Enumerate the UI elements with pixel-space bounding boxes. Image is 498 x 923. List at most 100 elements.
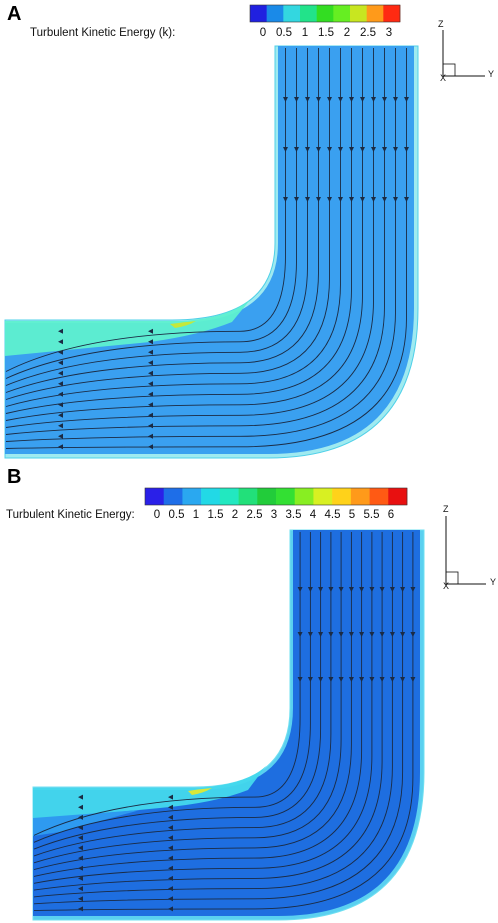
flow-arrow	[316, 147, 321, 152]
cbar-b-swatch	[294, 488, 314, 505]
colorbar-tick-b: 4.5	[324, 509, 341, 521]
flow-arrow	[148, 391, 153, 397]
streamline	[5, 48, 319, 393]
flow-arrow	[307, 632, 313, 637]
pipe-core-b	[33, 530, 420, 916]
colorbar-tick-a: 2.5	[360, 27, 376, 39]
flow-arrow	[168, 875, 173, 881]
flow-arrow	[148, 433, 153, 439]
streamline	[33, 532, 311, 843]
pipe-bend-b	[32, 529, 425, 921]
flow-arrow	[58, 412, 63, 418]
cbar-b-swatch	[219, 488, 239, 505]
flow-arrow	[283, 147, 288, 152]
flow-arrow	[389, 677, 395, 682]
flow-arrow	[58, 339, 63, 345]
flow-arrow	[58, 423, 63, 429]
flow-arrow	[338, 677, 344, 682]
flow-arrow	[393, 197, 398, 202]
flow-arrow	[148, 339, 153, 345]
flow-arrow	[348, 632, 354, 637]
flow-arrow	[58, 402, 63, 408]
flow-arrow	[400, 587, 406, 592]
flow-arrow	[360, 97, 365, 102]
flow-arrow	[78, 875, 83, 881]
flow-arrow	[168, 825, 173, 831]
cbar-b-swatch	[388, 488, 408, 505]
flow-arrow	[58, 391, 63, 397]
flow-arrow	[369, 587, 375, 592]
flow-arrow	[382, 97, 387, 102]
flow-arrow	[78, 814, 83, 820]
flow-arrow	[338, 97, 343, 102]
streamline	[33, 532, 322, 850]
flow-arrow	[382, 197, 387, 202]
flow-arrow	[328, 677, 334, 682]
flow-arrow	[338, 197, 343, 202]
axis-z-label-b: Z	[443, 504, 449, 514]
flow-arrow	[393, 97, 398, 102]
streamline	[33, 532, 352, 871]
streamline	[5, 48, 407, 449]
flow-arrow	[328, 632, 334, 637]
flow-arrow	[283, 97, 288, 102]
flow-arrow	[389, 587, 395, 592]
panel-a-label: A	[7, 3, 22, 25]
flow-arrow	[168, 835, 173, 841]
cbar-b-swatch	[369, 488, 389, 505]
flow-arrow	[148, 423, 153, 429]
axis-y-label-b: Y	[490, 577, 497, 587]
colorbar-tick-b: 5	[348, 509, 356, 521]
flow-arrow	[294, 197, 299, 202]
streamline	[5, 48, 308, 386]
streamlines-a	[5, 48, 409, 450]
cbar-a-frame	[249, 4, 401, 23]
colorbar-tick-a: 1	[301, 27, 309, 39]
colorbar-b	[144, 487, 408, 506]
flow-arrow	[400, 677, 406, 682]
flow-arrow	[283, 197, 288, 202]
cbar-a-swatch	[333, 5, 351, 22]
colorbar-tick-b: 2	[231, 509, 239, 521]
flow-arrow	[404, 147, 409, 152]
flow-arrow	[382, 147, 387, 152]
flow-arrow	[348, 587, 354, 592]
flow-arrow	[348, 677, 354, 682]
cbar-b-swatch	[313, 488, 333, 505]
flow-arrow	[316, 97, 321, 102]
colorbar-tick-a: 1.5	[318, 27, 334, 39]
flow-arrow	[148, 381, 153, 387]
pipe-core-a	[5, 46, 414, 454]
flow-arrow	[78, 855, 83, 861]
streamline	[5, 48, 363, 421]
flow-arrow	[78, 886, 83, 892]
flow-arrow	[371, 147, 376, 152]
colorbar-tick-b: 3.5	[285, 509, 302, 521]
flow-arrow	[318, 632, 324, 637]
flow-arrow	[318, 587, 324, 592]
cbar-a-swatch	[366, 5, 384, 22]
axis-triad-a	[442, 30, 485, 77]
flow-arrow	[168, 855, 173, 861]
streamline	[5, 48, 374, 428]
colorbar-tick-b: 0.5	[168, 509, 185, 521]
colorbar-tick-b: 0	[153, 509, 161, 521]
flow-arrow	[305, 147, 310, 152]
flow-arrow	[371, 97, 376, 102]
flow-arrow	[58, 370, 63, 376]
colorbar-tick-a: 0.5	[276, 27, 292, 39]
panel-b-label: B	[7, 466, 22, 488]
colorbar-tick-b: 4	[309, 509, 317, 521]
cbar-b-frame	[144, 487, 408, 506]
cbar-b-swatch	[163, 488, 183, 505]
flow-arrow	[148, 412, 153, 418]
colorbar-tick-a: 3	[385, 27, 393, 39]
flow-arrow	[379, 587, 385, 592]
flow-arrow	[168, 886, 173, 892]
flow-arrow	[294, 97, 299, 102]
cbar-b-swatch	[276, 488, 296, 505]
flow-arrow	[379, 677, 385, 682]
cbar-b-swatch	[201, 488, 221, 505]
flow-arrow	[369, 677, 375, 682]
flow-arrow	[58, 328, 63, 334]
